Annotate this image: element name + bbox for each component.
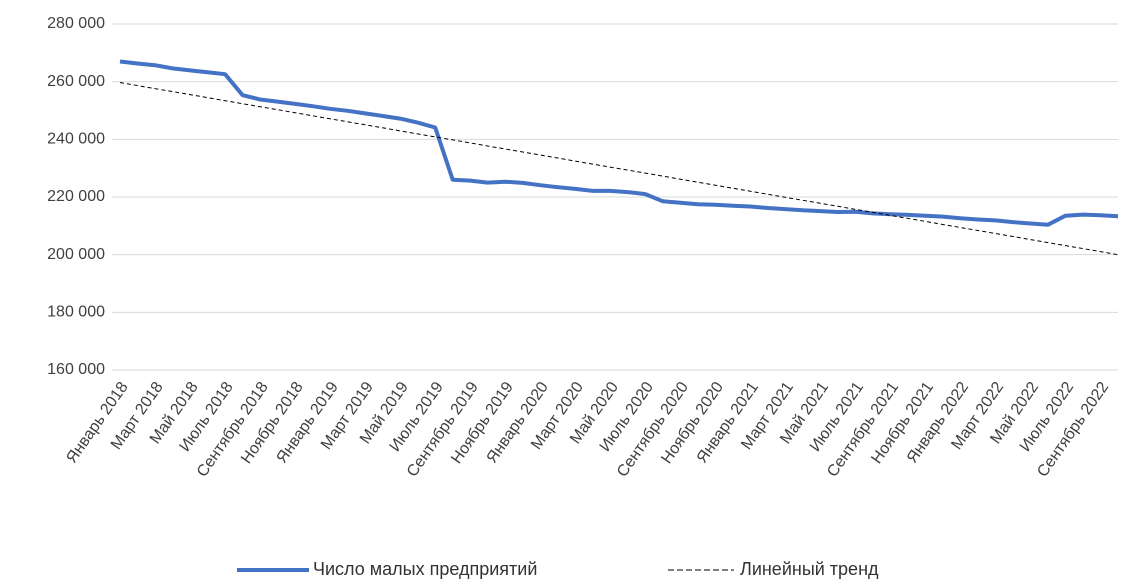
y-tick-label: 160 000 <box>47 361 105 378</box>
y-tick-label: 280 000 <box>47 15 105 32</box>
trend-line <box>119 82 1119 256</box>
y-tick-label: 180 000 <box>47 304 105 321</box>
legend-label: Число малых предприятий <box>313 559 537 579</box>
data-line <box>119 59 1119 227</box>
legend-label: Линейный тренд <box>740 559 879 579</box>
y-tick-label: 240 000 <box>47 131 105 148</box>
y-tick-label: 200 000 <box>47 246 105 263</box>
y-tick-label: 220 000 <box>47 188 105 205</box>
y-tick-label: 260 000 <box>47 73 105 90</box>
